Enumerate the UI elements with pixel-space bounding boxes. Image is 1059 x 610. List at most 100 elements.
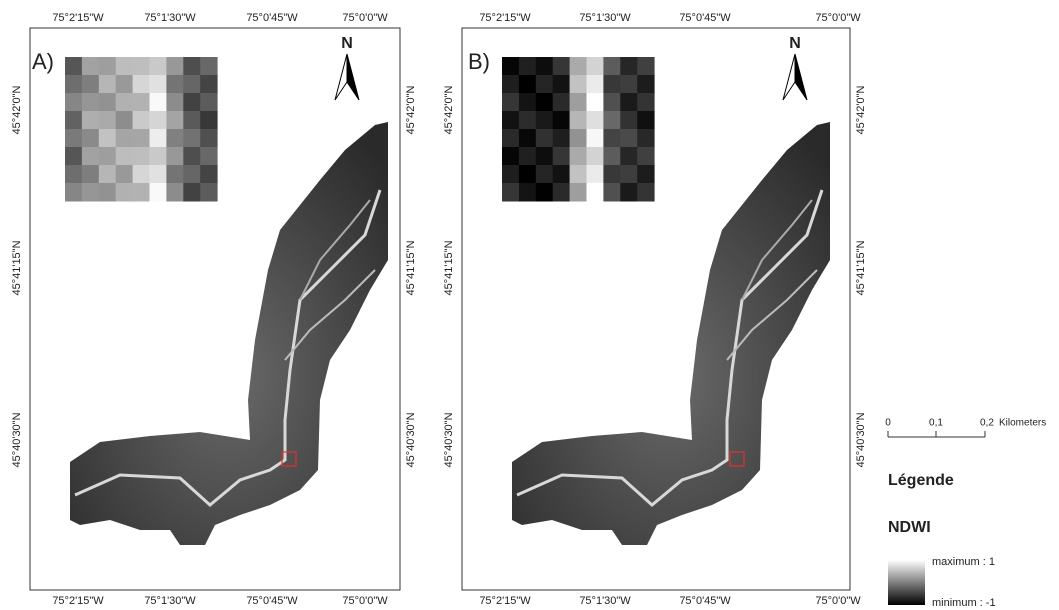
inset-pixel bbox=[200, 111, 218, 130]
north-label: N bbox=[341, 35, 353, 52]
latitude-label: 45°40'30"N bbox=[443, 412, 455, 467]
legend-ramp bbox=[888, 560, 925, 605]
inset-pixel bbox=[637, 93, 655, 112]
inset-pixel bbox=[98, 165, 117, 184]
inset-pixel bbox=[603, 183, 621, 202]
inset-pixel bbox=[132, 75, 150, 94]
inset-pixel bbox=[183, 129, 201, 148]
inset-pixel bbox=[637, 75, 655, 94]
longitude-label: 75°2'15"W bbox=[52, 595, 104, 607]
inset-pixel bbox=[200, 129, 218, 148]
inset-pixel bbox=[166, 147, 184, 166]
longitude-label: 75°1'30"W bbox=[144, 595, 196, 607]
inset-pixel bbox=[603, 111, 621, 130]
inset-pixel bbox=[65, 183, 83, 202]
inset-pixel bbox=[552, 165, 571, 184]
inset-pixel bbox=[81, 183, 100, 202]
inset-pixel bbox=[132, 147, 150, 166]
inset-pixel bbox=[132, 111, 150, 130]
inset-pixel bbox=[518, 57, 537, 76]
longitude-label: 75°0'0"W bbox=[342, 595, 388, 607]
inset-pixel bbox=[535, 111, 554, 130]
inset-pixel bbox=[115, 165, 134, 184]
inset-pixel bbox=[65, 147, 83, 166]
inset-pixel bbox=[637, 165, 655, 184]
north-arrow bbox=[346, 53, 360, 101]
inset-pixel bbox=[98, 93, 117, 112]
inset-pixel bbox=[502, 75, 520, 94]
inset-pixel bbox=[115, 129, 134, 148]
inset-pixel bbox=[586, 57, 604, 76]
inset-pixel bbox=[586, 165, 604, 184]
inset-pixel bbox=[98, 111, 117, 130]
inset-pixel bbox=[569, 57, 587, 76]
longitude-label: 75°2'15"W bbox=[479, 595, 531, 607]
inset-pixel bbox=[132, 57, 150, 76]
latitude-label: 45°41'15"N bbox=[11, 240, 23, 295]
scale-tick: 0,2 bbox=[980, 418, 994, 429]
inset-pixel bbox=[637, 183, 655, 202]
inset-pixel bbox=[586, 183, 604, 202]
inset-pixel bbox=[115, 57, 134, 76]
inset-pixel bbox=[518, 75, 537, 94]
latitude-label: 45°42'0"N bbox=[443, 85, 455, 134]
inset-pixel bbox=[98, 183, 117, 202]
panels: A) N 75°2'15"W 75°2'15"W 75°1'30"W 75°1'30"W 7… bbox=[11, 12, 867, 607]
inset-pixel bbox=[569, 147, 587, 166]
inset-pixel bbox=[65, 129, 83, 148]
map-panel: B) N 75°2'15"W 75°2'15"W 75°1'30"W 75°1'30"W 7… bbox=[443, 12, 867, 607]
inset-pixel bbox=[149, 93, 167, 112]
longitude-label: 75°2'15"W bbox=[52, 12, 104, 24]
inset-pixel bbox=[98, 147, 117, 166]
scale-bar: 0 0,1 0,2 Kilometers bbox=[885, 418, 1046, 438]
inset-pixel bbox=[132, 129, 150, 148]
inset-pixel bbox=[569, 111, 587, 130]
inset-pixel bbox=[637, 129, 655, 148]
inset-pixel bbox=[200, 147, 218, 166]
inset-pixel bbox=[637, 111, 655, 130]
inset-pixel bbox=[552, 183, 571, 202]
inset-pixel bbox=[183, 147, 201, 166]
inset-pixel bbox=[535, 75, 554, 94]
inset-pixel bbox=[115, 111, 134, 130]
inset-pixel bbox=[81, 165, 100, 184]
inset-pixel bbox=[115, 75, 134, 94]
inset-pixel bbox=[552, 111, 571, 130]
inset-pixel bbox=[569, 93, 587, 112]
inset-pixel bbox=[132, 165, 150, 184]
inset-pixel bbox=[637, 147, 655, 166]
inset-pixel bbox=[502, 57, 520, 76]
inset-pixel bbox=[552, 93, 571, 112]
inset-pixel bbox=[200, 93, 218, 112]
inset-pixel bbox=[603, 57, 621, 76]
inset-pixel bbox=[535, 129, 554, 148]
longitude-label: 75°0'45"W bbox=[679, 595, 731, 607]
study-site-box bbox=[729, 451, 745, 467]
inset-pixel bbox=[502, 111, 520, 130]
inset-pixel bbox=[200, 183, 218, 202]
inset-pixel bbox=[552, 129, 571, 148]
inset-pixel bbox=[81, 111, 100, 130]
inset-pixel bbox=[535, 93, 554, 112]
inset-pixel bbox=[183, 111, 201, 130]
inset-pixel bbox=[149, 111, 167, 130]
inset-pixel bbox=[166, 111, 184, 130]
longitude-label: 75°1'30"W bbox=[579, 12, 631, 24]
inset-pixel bbox=[502, 165, 520, 184]
inset-pixel bbox=[620, 93, 638, 112]
inset-pixel bbox=[603, 165, 621, 184]
latitude-label: 45°41'15"N bbox=[443, 240, 455, 295]
panel-label: B) bbox=[468, 49, 490, 74]
inset-pixel bbox=[620, 75, 638, 94]
inset-pixel bbox=[115, 147, 134, 166]
inset-pixel bbox=[132, 93, 150, 112]
latitude-label: 45°41'15"N bbox=[855, 240, 867, 295]
inset-pixel bbox=[586, 93, 604, 112]
inset-pixel bbox=[518, 129, 537, 148]
inset-pixel bbox=[115, 183, 134, 202]
longitude-label: 75°0'45"W bbox=[246, 595, 298, 607]
longitude-label: 75°0'0"W bbox=[342, 12, 388, 24]
inset-pixel bbox=[65, 111, 83, 130]
north-arrow bbox=[794, 53, 808, 101]
